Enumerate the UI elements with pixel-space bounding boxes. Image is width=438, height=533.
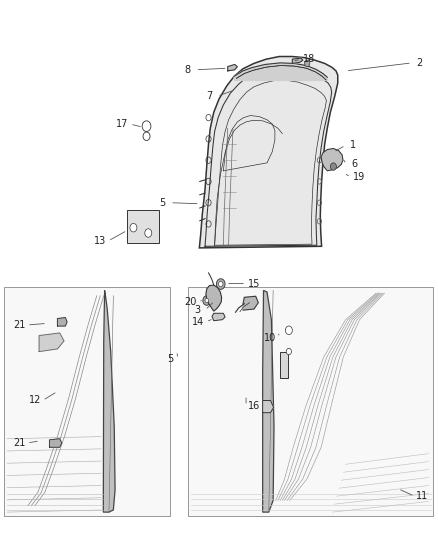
Polygon shape	[39, 333, 64, 352]
FancyBboxPatch shape	[127, 209, 159, 243]
Text: 2: 2	[417, 58, 423, 68]
Text: 11: 11	[417, 491, 429, 501]
Circle shape	[143, 132, 150, 141]
Circle shape	[145, 229, 152, 237]
Circle shape	[304, 60, 310, 67]
Text: 6: 6	[351, 159, 357, 169]
Polygon shape	[57, 318, 67, 326]
FancyBboxPatch shape	[280, 352, 288, 378]
Circle shape	[219, 281, 223, 287]
Circle shape	[142, 121, 151, 132]
Text: 3: 3	[194, 305, 200, 315]
Circle shape	[216, 279, 225, 289]
Polygon shape	[103, 290, 115, 512]
Polygon shape	[321, 149, 343, 171]
Circle shape	[286, 326, 292, 335]
Text: 13: 13	[94, 236, 106, 246]
Text: 17: 17	[116, 119, 128, 129]
Text: 12: 12	[28, 395, 41, 406]
Polygon shape	[263, 290, 274, 512]
Polygon shape	[199, 56, 338, 248]
Circle shape	[205, 298, 208, 303]
Text: 19: 19	[353, 172, 365, 182]
Polygon shape	[212, 313, 225, 321]
FancyBboxPatch shape	[4, 287, 170, 516]
Text: 16: 16	[248, 401, 260, 411]
Circle shape	[286, 349, 291, 355]
Text: 8: 8	[184, 65, 191, 75]
Text: 18: 18	[303, 54, 315, 64]
Polygon shape	[206, 285, 222, 311]
Text: 1: 1	[350, 140, 357, 150]
FancyBboxPatch shape	[188, 287, 433, 516]
Text: 7: 7	[206, 91, 212, 101]
Polygon shape	[292, 58, 303, 63]
Text: 10: 10	[265, 333, 277, 343]
Text: 5: 5	[159, 198, 166, 208]
Polygon shape	[243, 296, 258, 310]
Text: 5: 5	[167, 354, 173, 364]
Text: 14: 14	[192, 317, 204, 327]
Polygon shape	[263, 400, 274, 413]
Text: 15: 15	[248, 279, 260, 288]
Polygon shape	[228, 64, 237, 71]
Circle shape	[203, 296, 211, 305]
Text: 20: 20	[184, 296, 196, 306]
Text: 21: 21	[13, 320, 25, 330]
Polygon shape	[234, 63, 327, 80]
Circle shape	[330, 163, 336, 170]
Polygon shape	[49, 439, 62, 447]
Circle shape	[130, 223, 137, 232]
Text: 21: 21	[13, 438, 25, 448]
